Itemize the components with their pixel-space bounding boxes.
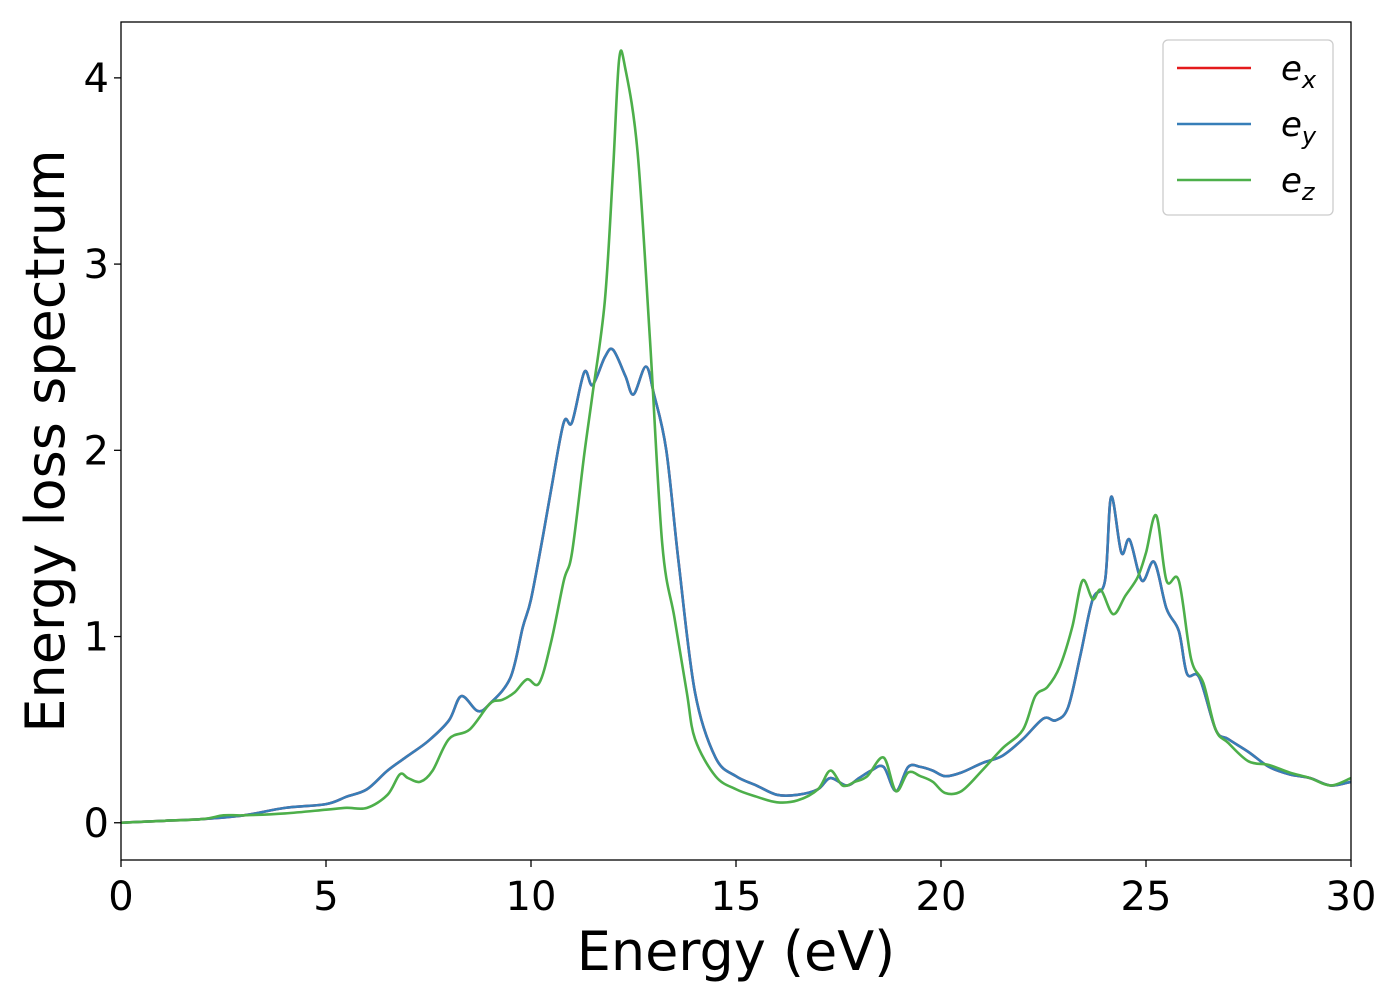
x-tick-label: 30 [1326,874,1377,920]
legend-label-z: ez [1281,161,1316,206]
y-tick-label: 2 [84,428,109,474]
x-tick-label: 20 [916,874,967,920]
x-axis-label: Energy (eV) [577,920,896,983]
x-tick-label: 15 [711,874,762,920]
y-tick-label: 1 [84,615,109,661]
x-tick-label: 0 [108,874,133,920]
x-tick-label: 25 [1121,874,1172,920]
x-tick-label: 5 [313,874,338,920]
legend-label-x: ex [1281,49,1317,94]
x-tick-label: 10 [506,874,557,920]
legend-label-y: ey [1281,105,1317,150]
x-axis: 0 5 10 15 20 25 30 [108,860,1376,920]
legend: ex ey ez [1162,39,1334,216]
series-line-y [120,347,1352,825]
y-tick-label: 4 [84,56,109,102]
legend-box [1162,39,1334,216]
y-tick-label: 3 [84,242,109,288]
y-axis: 0 1 2 3 4 [84,56,121,847]
series-layer [120,49,1352,825]
series-line-z [120,49,1352,825]
plot-background [121,22,1351,860]
y-axis-label: Energy loss spectrum [14,149,77,732]
y-tick-label: 0 [84,801,109,847]
